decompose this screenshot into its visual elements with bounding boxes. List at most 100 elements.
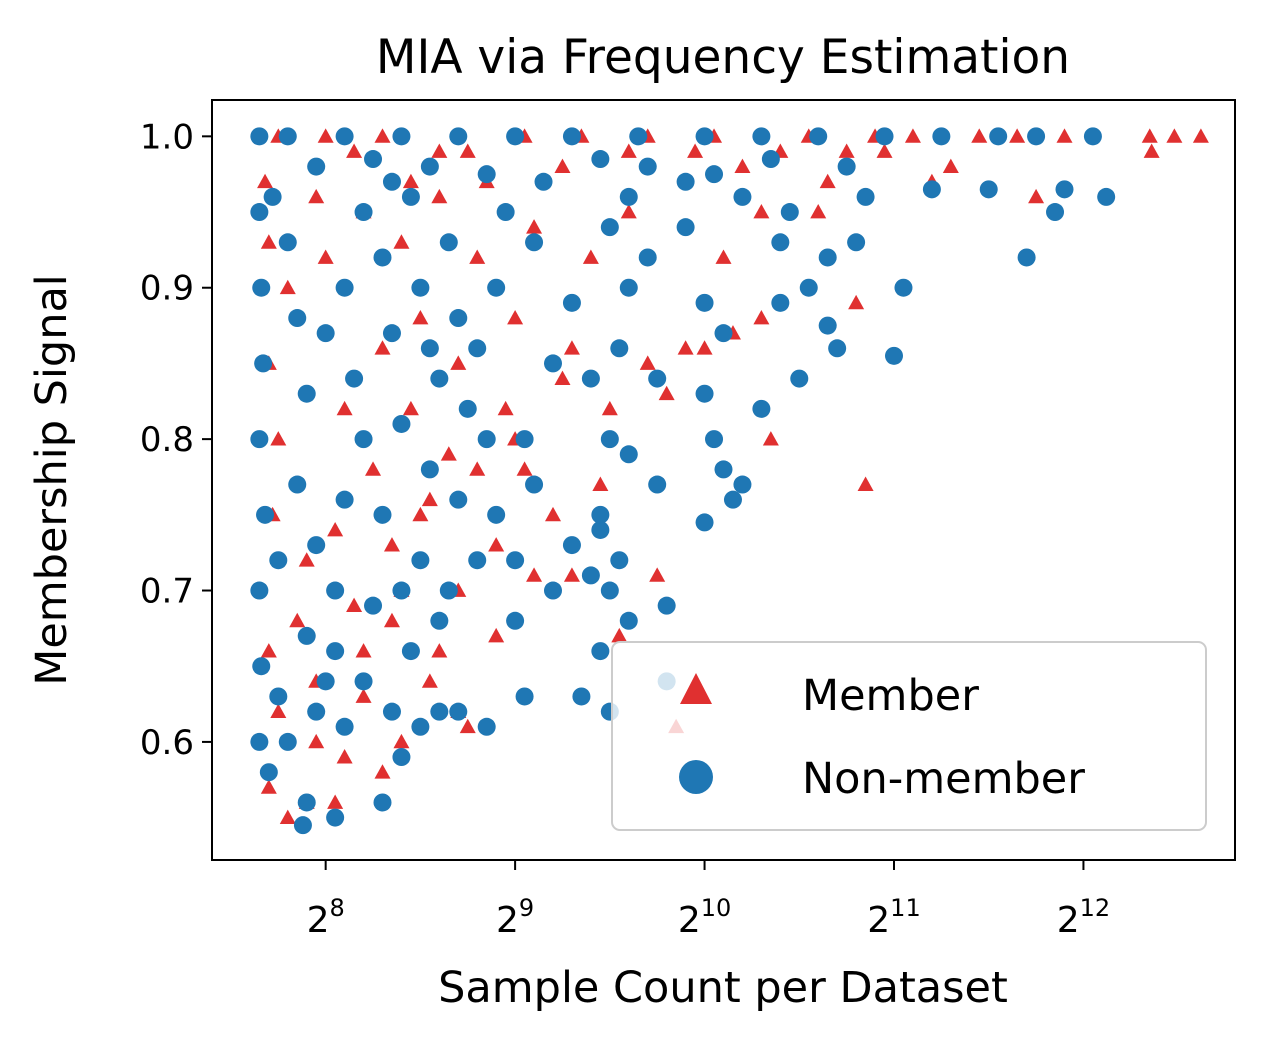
- member-point: [383, 612, 400, 628]
- member-point: [554, 370, 571, 385]
- non-member-point: [515, 687, 534, 706]
- non-member-point: [411, 278, 430, 297]
- member-point: [270, 703, 287, 719]
- non-member-point: [619, 611, 638, 630]
- non-member-point: [316, 324, 335, 343]
- y-tick-label: 0.8: [140, 420, 194, 460]
- member-point: [753, 204, 770, 219]
- member-point: [346, 143, 363, 158]
- member-point: [459, 718, 476, 734]
- x-tick-label: 212: [1057, 894, 1110, 941]
- non-member-point: [619, 445, 638, 464]
- member-point: [810, 204, 827, 219]
- non-member-point: [293, 816, 312, 835]
- member-point: [393, 234, 410, 249]
- non-member-point: [449, 309, 468, 328]
- member-point: [431, 143, 448, 158]
- non-member-point: [1017, 248, 1036, 267]
- non-member-point: [591, 520, 610, 539]
- non-member-point: [676, 172, 695, 191]
- member-point: [753, 310, 770, 325]
- member-point: [857, 476, 874, 491]
- member-point: [734, 158, 751, 174]
- non-member-point: [307, 536, 326, 555]
- member-point: [819, 173, 836, 189]
- non-member-point: [695, 127, 714, 146]
- legend-member-label: Member: [802, 671, 979, 721]
- x-axis-ticks: 28 29 210 211 212: [307, 860, 1110, 941]
- x-tick-label: 210: [678, 894, 731, 941]
- member-point: [1009, 128, 1026, 143]
- non-member-point: [449, 490, 468, 509]
- member-point: [402, 400, 419, 416]
- member-point: [848, 294, 865, 310]
- legend-non-member-label: Non-member: [802, 754, 1085, 804]
- non-member-point: [989, 127, 1008, 146]
- member-point: [601, 400, 618, 416]
- non-member-point: [269, 687, 288, 706]
- non-member-point: [477, 717, 496, 736]
- x-tick-label: 29: [496, 894, 534, 941]
- non-member-point: [439, 233, 458, 252]
- non-member-point: [648, 369, 667, 388]
- non-member-point: [316, 672, 335, 691]
- member-point: [421, 491, 438, 507]
- member-point: [308, 733, 325, 749]
- non-member-point: [449, 127, 468, 146]
- non-member-point: [354, 672, 373, 691]
- non-member-point: [761, 150, 780, 169]
- member-point: [1143, 143, 1160, 158]
- non-member-point: [562, 536, 581, 555]
- non-member-point: [382, 324, 401, 343]
- non-member-point: [401, 642, 420, 661]
- non-member-point: [714, 324, 733, 343]
- non-member-point: [1055, 180, 1074, 199]
- member-point: [346, 597, 363, 613]
- non-member-point: [326, 581, 345, 600]
- non-member-point: [648, 475, 667, 494]
- non-member-point: [468, 551, 487, 570]
- non-member-point: [297, 793, 316, 812]
- member-point: [431, 188, 448, 204]
- member-point: [611, 627, 628, 643]
- non-member-point: [771, 293, 790, 312]
- member-point: [469, 249, 486, 264]
- member-point: [440, 446, 457, 461]
- member-point: [696, 340, 713, 355]
- member-point: [762, 431, 779, 446]
- member-point: [260, 234, 277, 249]
- member-point: [488, 627, 505, 643]
- non-member-point: [259, 763, 278, 782]
- member-point: [526, 219, 543, 234]
- non-member-point: [619, 187, 638, 206]
- non-member-point: [392, 581, 411, 600]
- non-member-point: [382, 702, 401, 721]
- non-member-point: [468, 339, 487, 358]
- non-member-point: [856, 187, 875, 206]
- member-point: [431, 643, 448, 658]
- member-point: [620, 204, 637, 219]
- non-member-point: [1027, 127, 1046, 146]
- legend-box: [611, 641, 1207, 831]
- non-member-point: [676, 218, 695, 237]
- non-member-point: [250, 732, 269, 751]
- non-member-point: [837, 157, 856, 176]
- member-point: [279, 809, 296, 825]
- non-member-point: [525, 475, 544, 494]
- y-axis-label: Membership Signal: [27, 274, 77, 686]
- member-point: [1192, 128, 1209, 143]
- member-point: [421, 673, 438, 688]
- non-member-point: [875, 127, 894, 146]
- non-member-point: [1083, 127, 1102, 146]
- non-member-point: [885, 346, 903, 365]
- non-member-point: [326, 808, 345, 827]
- non-member-point: [373, 248, 392, 267]
- non-member-point: [534, 172, 553, 191]
- member-point: [545, 506, 561, 522]
- non-member-point: [307, 702, 326, 721]
- non-member-point: [254, 354, 273, 373]
- non-member-point: [430, 369, 449, 388]
- non-member-point: [610, 551, 629, 570]
- non-member-point: [818, 248, 837, 267]
